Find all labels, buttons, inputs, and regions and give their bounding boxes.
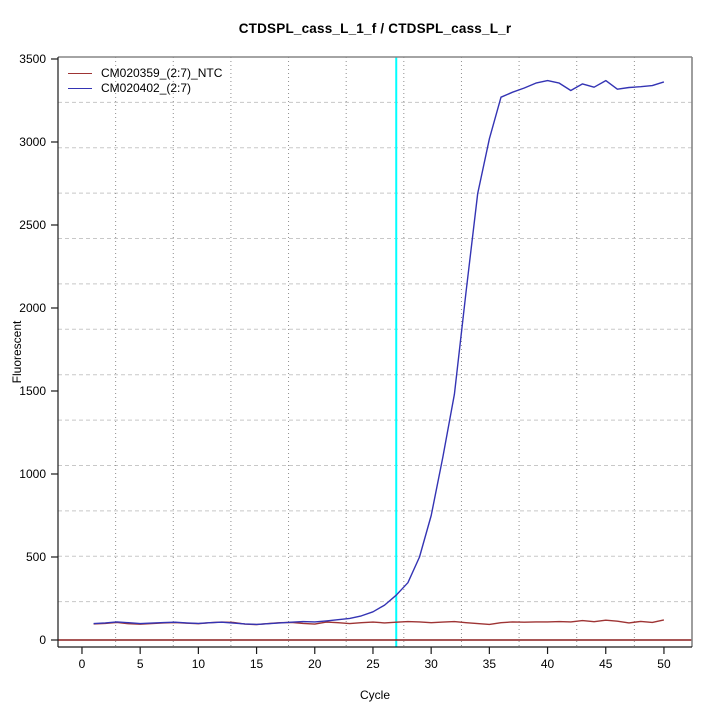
- legend-line-ntc: [68, 73, 92, 74]
- legend-label-ntc: CM020359_(2:7)_NTC: [101, 66, 223, 80]
- y-tick-label: 1500: [19, 384, 46, 398]
- y-tick-label: 1000: [19, 467, 46, 481]
- y-tick-label: 500: [26, 550, 46, 564]
- legend-item-sample: CM020402_(2:7): [68, 81, 222, 96]
- y-axis-label: Fluorescent: [10, 320, 24, 384]
- x-tick-label: 25: [366, 657, 380, 671]
- y-tick-label: 2000: [19, 301, 46, 315]
- x-tick-label: 20: [308, 657, 322, 671]
- x-axis-label: Cycle: [359, 688, 390, 702]
- x-tick-label: 5: [137, 657, 144, 671]
- legend: CM020359_(2:7)_NTC CM020402_(2:7): [68, 66, 222, 96]
- legend-item-ntc: CM020359_(2:7)_NTC: [68, 66, 222, 81]
- y-tick-label: 3000: [19, 135, 46, 149]
- x-tick-label: 35: [483, 657, 497, 671]
- x-tick-label: 15: [250, 657, 264, 671]
- x-tick-label: 30: [424, 657, 438, 671]
- amplification-curve: [93, 79, 665, 626]
- chart-title: CTDSPL_cass_L_1_f / CTDSPL_cass_L_r: [238, 21, 512, 36]
- x-tick-label: 50: [657, 657, 671, 671]
- legend-label-sample: CM020402_(2:7): [101, 81, 192, 95]
- x-tick-label: 45: [599, 657, 613, 671]
- x-tick-label: 10: [192, 657, 206, 671]
- y-tick-label: 0: [39, 633, 46, 647]
- x-tick-label: 0: [79, 657, 86, 671]
- x-tick-label: 40: [541, 657, 555, 671]
- y-tick-label: 2500: [19, 218, 46, 232]
- legend-line-sample: [68, 88, 92, 89]
- y-tick-label: 3500: [19, 52, 46, 66]
